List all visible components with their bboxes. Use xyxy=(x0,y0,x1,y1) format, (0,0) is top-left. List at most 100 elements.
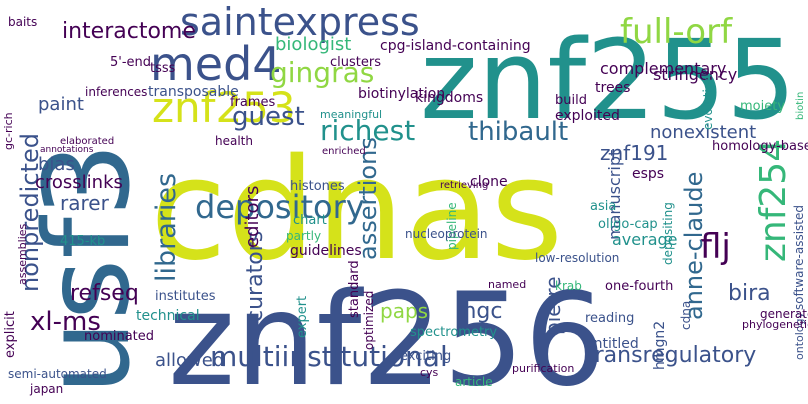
word-expert: technical xyxy=(136,308,200,324)
word-5prime-end: semi-automated xyxy=(8,367,107,381)
word-biologist: biologist xyxy=(275,34,351,55)
word-depository: depository xyxy=(195,188,365,226)
word-asia: partly xyxy=(286,229,321,243)
word-bias: bias xyxy=(38,154,75,175)
word-clusters: complementary xyxy=(600,59,726,78)
word-reading: entitled xyxy=(585,336,639,352)
word-evolution: moiety xyxy=(740,99,785,114)
word-cpg-island-containing: cpg-island-containing xyxy=(380,38,531,54)
word-gingras: gingras xyxy=(270,56,374,89)
word-znf256: znf256 xyxy=(168,266,606,404)
word-hmgn2: manuscript xyxy=(605,150,624,240)
word-manuscript: exploited xyxy=(555,108,620,124)
word-multiinstitutional: multiinstitutional xyxy=(210,340,448,373)
word-rarer: rarer xyxy=(60,191,110,215)
word-moiety: biotinylation xyxy=(358,86,445,102)
word-retrieving: optimized xyxy=(362,291,376,350)
word-transregulatory: transregulatory xyxy=(586,343,756,368)
word-pipeline: clone xyxy=(470,174,508,190)
word-biotinylation: tsss xyxy=(150,61,176,76)
word-guidelines: expert xyxy=(295,296,310,338)
word-usf3: usf3 xyxy=(18,142,156,395)
word-chart: meaningful xyxy=(320,108,382,121)
word-curators: curators xyxy=(243,231,268,322)
word-nominated: 415-kb xyxy=(60,234,105,249)
word-znf254: znf254 xyxy=(753,139,794,262)
word-cdnas: cdnas xyxy=(150,129,563,292)
word-znf255: znf255 xyxy=(420,16,796,144)
word-average: asia xyxy=(590,199,616,214)
word-biotin: ontology xyxy=(793,311,806,360)
word-enriched: health xyxy=(215,134,253,148)
word-assemblies: gc-rich xyxy=(2,112,15,150)
word-tsss: stringency xyxy=(653,65,737,84)
word-one-fourth: reading xyxy=(585,311,634,326)
word-health: build xyxy=(555,93,587,108)
word-histones: chart xyxy=(293,213,327,228)
word-trees: kingdoms xyxy=(415,90,483,106)
word-paps: paps xyxy=(380,299,428,323)
word-japan: low-resolution xyxy=(535,251,619,265)
word-assertions: assertions xyxy=(354,137,382,260)
word-entitled: exciting xyxy=(400,349,451,364)
word-frames: trees xyxy=(595,80,630,96)
word-pierre: pierre xyxy=(541,276,565,335)
word-znf191: znf191 xyxy=(600,141,668,165)
word-build: inferences xyxy=(85,85,147,99)
word-paint: paint xyxy=(38,94,84,115)
word-med4: med4 xyxy=(150,37,282,91)
word-cys: generated xyxy=(760,307,808,321)
word-partly: histones xyxy=(290,179,345,194)
word-allowed: allowed xyxy=(155,350,224,371)
word-crosslinks: crosslinks xyxy=(35,172,123,193)
word-depositing: hmgn2 xyxy=(652,321,668,370)
word-transposable: clusters xyxy=(330,55,381,70)
word-homology-based: evolution xyxy=(701,74,715,130)
word-low-resolution: software-assisted xyxy=(792,205,806,310)
word-bira: bira xyxy=(728,281,771,306)
word-annotations: biotin xyxy=(795,92,806,120)
word-esps: oligo-cap xyxy=(598,217,658,232)
word-interactome: interactome xyxy=(62,19,196,44)
word-full-orf: full-orf xyxy=(620,12,733,52)
word-generated: annotations xyxy=(40,145,94,155)
word-thibault: thibault xyxy=(468,117,568,147)
word-oligo-cap: average xyxy=(612,230,678,249)
word-software-assisted: cdna xyxy=(679,301,693,330)
word-purification: cys xyxy=(420,366,439,379)
word-gc-rich: retrieving xyxy=(440,180,488,191)
word-spectrometry: standard xyxy=(347,260,362,318)
word-named: enriched xyxy=(322,146,366,157)
word-technical: institutes xyxy=(155,289,216,304)
word-phylogenetic: purification xyxy=(512,362,574,375)
word-explicit: nominated xyxy=(84,329,154,344)
word-richest: richest xyxy=(320,114,415,147)
word-anne-claude: anne-claude xyxy=(680,172,708,320)
word-saintexpress: saintexpress xyxy=(180,0,420,44)
word-znf253: znf253 xyxy=(152,83,296,132)
word-standard: guidelines xyxy=(290,243,362,259)
word-nonpredicted: nonpredicted xyxy=(16,133,44,292)
word-complementary: depositing xyxy=(661,202,675,265)
word-kingdoms: homology-based xyxy=(712,139,808,154)
word-guest: guest xyxy=(232,102,305,132)
word-libraries: libraries xyxy=(151,173,182,282)
word-baits: 5'-end xyxy=(110,55,151,70)
word-krab: article xyxy=(455,375,493,389)
word-inferences: baits xyxy=(8,15,37,29)
word-refseq: refseq xyxy=(70,281,139,306)
word-mgc: mgc xyxy=(455,299,503,324)
word-nonexistent: nonexistent xyxy=(650,122,756,143)
word-semi-automated: japan xyxy=(29,382,63,396)
word-elaborated: assemblies xyxy=(16,223,29,285)
word-intriguing: phylogenetic xyxy=(742,318,808,331)
word-nucleoprotein: pipeline xyxy=(445,202,459,250)
word-xl-ms: xl-ms xyxy=(30,307,101,337)
word-optimized: named xyxy=(488,278,526,291)
word-meaningful: frames xyxy=(230,95,276,110)
word-stringency: transposable xyxy=(148,84,239,100)
word-flj: flj xyxy=(700,227,731,267)
word-ontology: elaborated xyxy=(60,136,114,147)
